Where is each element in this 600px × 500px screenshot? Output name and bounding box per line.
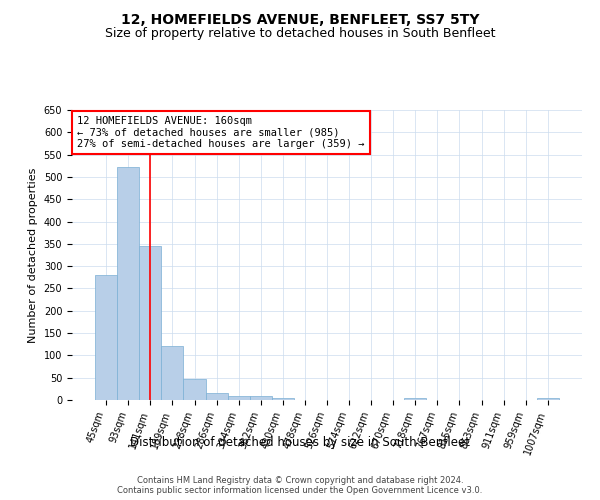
Text: Contains HM Land Registry data © Crown copyright and database right 2024.
Contai: Contains HM Land Registry data © Crown c… [118,476,482,495]
Bar [272,398,294,400]
Bar [95,275,117,400]
Bar [537,398,559,400]
Bar [184,379,206,400]
Text: 12, HOMEFIELDS AVENUE, BENFLEET, SS7 5TY: 12, HOMEFIELDS AVENUE, BENFLEET, SS7 5TY [121,12,479,26]
Text: 12 HOMEFIELDS AVENUE: 160sqm
← 73% of detached houses are smaller (985)
27% of s: 12 HOMEFIELDS AVENUE: 160sqm ← 73% of de… [77,116,365,149]
Bar [404,398,427,400]
Text: Size of property relative to detached houses in South Benfleet: Size of property relative to detached ho… [105,28,495,40]
Text: Distribution of detached houses by size in South Benfleet: Distribution of detached houses by size … [130,436,470,449]
Bar [117,167,139,400]
Y-axis label: Number of detached properties: Number of detached properties [28,168,38,342]
Bar [161,346,184,400]
Bar [250,396,272,400]
Bar [227,396,250,400]
Bar [206,394,227,400]
Bar [139,246,161,400]
